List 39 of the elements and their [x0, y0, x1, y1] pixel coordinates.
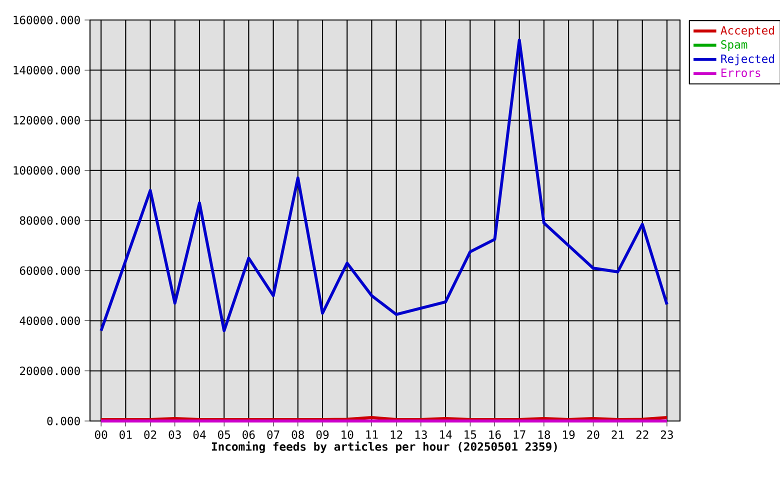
x-tick-label: 20	[587, 430, 600, 439]
x-tick-label: 05	[218, 430, 230, 439]
y-tick-label: 20000.000	[20, 366, 80, 376]
x-tick-label: 19	[563, 430, 575, 439]
x-tick-label: 22	[636, 430, 648, 439]
x-tick-label: 15	[464, 430, 476, 439]
x-tick-label: 08	[292, 430, 304, 439]
x-tick-label: 09	[316, 430, 329, 439]
x-axis-title: Incoming feeds by articles per hour (20250501 2359)	[212, 441, 557, 454]
x-tick-label: 00	[94, 430, 108, 439]
x-tick-label: 02	[144, 430, 156, 439]
legend-label: Accepted	[720, 26, 774, 37]
x-tick-label: 11	[366, 430, 378, 439]
x-tick-label: 07	[267, 430, 280, 439]
x-tick-label: 03	[168, 430, 181, 439]
x-tick-label: 10	[342, 430, 354, 439]
y-tick-label: 160000.000	[14, 16, 80, 24]
x-tick-label: 12	[390, 430, 402, 439]
y-tick-label: 0.000	[47, 416, 80, 426]
line-series	[100, 38, 668, 332]
y-tick-label: 80000.000	[20, 216, 80, 225]
x-tick-label: 18	[538, 430, 550, 439]
legend-label: Rejected	[721, 54, 774, 66]
x-tick-label: 13	[415, 430, 427, 439]
x-tick-label: 23	[660, 430, 673, 439]
x-tick-label: 16	[489, 430, 501, 439]
x-tick-label: 06	[242, 430, 255, 439]
y-tick-label: 140000.000	[14, 66, 80, 74]
legend-label: Spam	[721, 40, 748, 51]
x-tick-label: 21	[612, 430, 624, 439]
x-tick-label: 04	[193, 430, 206, 439]
x-tick-label: 01	[120, 430, 132, 439]
y-tick-label: 100000.000	[14, 166, 80, 175]
x-tick-label: 14	[440, 430, 452, 439]
y-tick-label: 120000.000	[14, 116, 80, 125]
x-tick-label: 17	[514, 430, 526, 439]
legend-label: Errors	[722, 68, 760, 78]
y-tick-label: 40000.000	[20, 316, 80, 326]
y-tick-label: 60000.000	[20, 266, 80, 275]
